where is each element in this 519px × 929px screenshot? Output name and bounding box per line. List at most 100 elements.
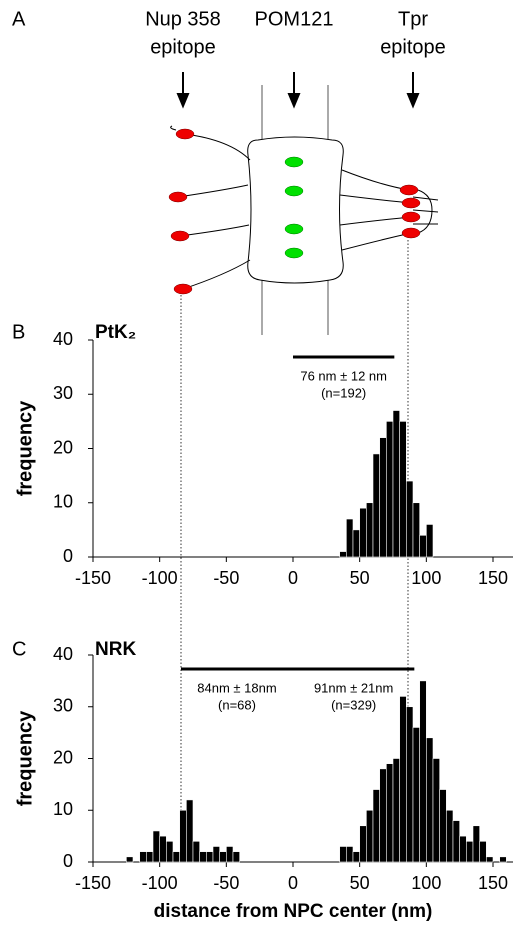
bar <box>346 518 354 558</box>
x-tick-label: 0 <box>288 873 298 893</box>
bar <box>166 840 174 863</box>
pom121-sites <box>284 156 304 259</box>
annotation-text: 91nm ± 21nm <box>314 680 393 695</box>
diagram-label: epitope <box>380 36 446 58</box>
bar <box>392 758 400 863</box>
panel-label: B <box>12 321 25 343</box>
panel-label: A <box>12 8 26 30</box>
bar <box>412 727 420 863</box>
bar <box>379 437 387 558</box>
bar <box>372 453 380 558</box>
bar <box>426 737 434 863</box>
bar <box>372 789 380 863</box>
bar <box>432 758 440 863</box>
bar <box>352 851 360 863</box>
bar <box>419 680 427 863</box>
bar <box>219 851 227 863</box>
y-tick-label: 20 <box>53 747 73 767</box>
x-tick-label: 0 <box>288 568 298 588</box>
bar <box>359 507 367 558</box>
bar <box>126 856 134 863</box>
bar <box>392 410 400 558</box>
bar <box>152 830 160 863</box>
bar <box>466 840 474 863</box>
diagram-label: Tpr <box>398 8 428 30</box>
y-tick-label: 0 <box>63 851 73 871</box>
annotation-text: 76 nm ± 12 nm <box>300 368 387 383</box>
x-tick-label: 50 <box>350 873 370 893</box>
bar <box>346 846 354 863</box>
bar <box>212 846 220 863</box>
y-tick-label: 10 <box>53 492 73 512</box>
x-tick-label: -150 <box>75 873 111 893</box>
annotation-text: (n=192) <box>321 385 366 400</box>
bar <box>412 502 420 558</box>
bar <box>486 856 494 863</box>
bar <box>366 502 374 558</box>
bar <box>226 846 234 863</box>
x-tick-label: -50 <box>213 568 239 588</box>
bar <box>459 835 467 863</box>
bar <box>232 851 240 863</box>
y-axis-label: frequency <box>14 400 36 496</box>
y-tick-label: 40 <box>53 644 73 664</box>
panel-label: C <box>12 638 26 660</box>
annotation-text: (n=68) <box>218 697 256 712</box>
pore <box>170 85 439 335</box>
diagram-label: POM121 <box>255 8 334 30</box>
x-tick-label: -50 <box>213 873 239 893</box>
x-tick-label: 150 <box>478 873 508 893</box>
diagram-label: epitope <box>150 36 216 58</box>
bar <box>399 421 407 558</box>
x-tick-label: 150 <box>478 568 508 588</box>
bar <box>386 763 394 863</box>
x-tick-label: -150 <box>75 568 111 588</box>
bar <box>159 835 167 863</box>
bar <box>339 551 347 558</box>
annotation-text: 84nm ± 18nm <box>197 680 276 695</box>
bar <box>146 851 154 863</box>
y-tick-label: 20 <box>53 437 73 457</box>
x-tick-label: 100 <box>411 873 441 893</box>
y-axis-label: frequency <box>14 710 36 806</box>
diagram: A Nup 358 epitope POM121 Tpr epitope <box>12 8 446 862</box>
x-tick-label: 100 <box>411 568 441 588</box>
y-tick-label: 10 <box>53 799 73 819</box>
bar <box>406 706 414 863</box>
bar <box>379 768 387 863</box>
bar <box>452 820 460 863</box>
bar <box>352 529 360 558</box>
bar <box>179 809 187 863</box>
y-tick-label: 30 <box>53 383 73 403</box>
bar <box>472 825 480 863</box>
y-tick-label: 30 <box>53 696 73 716</box>
bar <box>366 809 374 863</box>
diagram-label: Nup 358 <box>145 8 221 30</box>
y-tick-label: 40 <box>53 329 73 349</box>
bar <box>192 840 200 863</box>
x-axis-label: distance from NPC center (nm) <box>154 901 433 922</box>
bar <box>479 840 487 863</box>
bar <box>206 851 214 863</box>
x-tick-label: 50 <box>350 568 370 588</box>
chart-title: PtK₂ <box>95 322 136 343</box>
annotation-text: (n=329) <box>331 697 376 712</box>
bar <box>426 524 434 558</box>
bar <box>399 696 407 863</box>
bar <box>419 534 427 558</box>
arrows <box>176 72 420 109</box>
bar <box>439 789 447 863</box>
chart-title: NRK <box>95 639 136 660</box>
bar <box>339 846 347 863</box>
y-tick-label: 0 <box>63 546 73 566</box>
bar <box>199 851 207 863</box>
x-tick-label: -100 <box>142 873 178 893</box>
bar <box>386 421 394 558</box>
bar <box>186 799 194 863</box>
x-tick-label: -100 <box>142 568 178 588</box>
bar <box>139 851 147 863</box>
bar <box>359 825 367 863</box>
bar <box>446 809 454 863</box>
bar <box>172 851 180 863</box>
